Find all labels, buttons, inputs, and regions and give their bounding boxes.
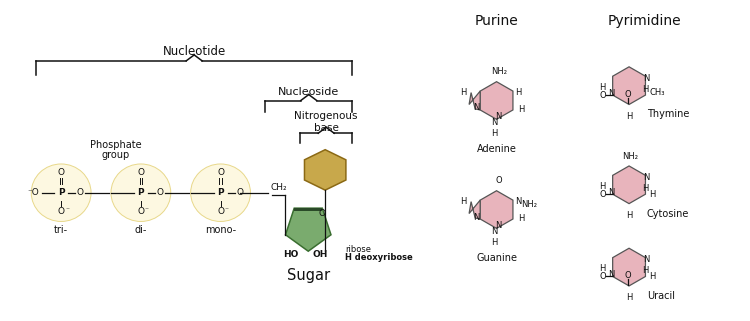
Text: NH₂: NH₂ [622, 152, 638, 160]
Text: N: N [491, 227, 498, 236]
Text: H: H [650, 272, 656, 281]
Text: H: H [460, 197, 466, 206]
Polygon shape [469, 91, 480, 110]
Polygon shape [613, 248, 646, 286]
Text: N: N [495, 112, 502, 121]
Text: N: N [644, 74, 650, 83]
Text: tri-: tri- [54, 225, 68, 235]
Polygon shape [304, 150, 346, 190]
Text: O: O [217, 207, 224, 216]
Text: NH₂: NH₂ [521, 200, 537, 209]
Text: O: O [137, 169, 144, 178]
Text: H: H [514, 88, 521, 97]
Text: Uracil: Uracil [647, 291, 675, 301]
Text: O: O [599, 272, 606, 281]
Text: H: H [650, 190, 656, 199]
Ellipse shape [111, 164, 171, 221]
Text: O: O [76, 188, 83, 197]
Text: Pyrimidine: Pyrimidine [608, 14, 681, 28]
Text: N: N [608, 270, 615, 279]
Text: O: O [599, 190, 606, 199]
Text: Purine: Purine [475, 14, 518, 28]
Text: O: O [599, 91, 606, 100]
Text: N: N [491, 118, 498, 127]
Text: NH₂: NH₂ [491, 67, 508, 76]
Text: HO: HO [283, 250, 298, 259]
Text: Guanine: Guanine [476, 253, 517, 263]
Text: ⁻: ⁻ [224, 205, 229, 214]
Text: H: H [642, 266, 649, 275]
Text: H: H [599, 182, 606, 191]
Text: Adenine: Adenine [476, 144, 517, 154]
Text: ⁻: ⁻ [65, 205, 69, 214]
Text: H: H [626, 112, 632, 121]
Text: O: O [58, 207, 64, 216]
Text: ⁻: ⁻ [145, 205, 148, 214]
Polygon shape [613, 166, 646, 204]
Text: H: H [626, 211, 632, 220]
Text: H: H [518, 214, 524, 223]
Text: O: O [217, 169, 224, 178]
Text: H: H [460, 88, 466, 97]
Text: N: N [473, 103, 479, 112]
Text: P: P [137, 188, 144, 197]
Text: Sugar: Sugar [286, 267, 330, 282]
Text: Nitrogenous: Nitrogenous [295, 111, 358, 121]
Text: O: O [236, 188, 243, 197]
Text: Phosphate: Phosphate [90, 140, 142, 150]
Text: di-: di- [135, 225, 147, 235]
Polygon shape [294, 208, 322, 211]
Polygon shape [613, 67, 646, 105]
Text: H: H [599, 82, 606, 91]
Text: P: P [217, 188, 224, 197]
Text: ⁻O: ⁻O [28, 188, 39, 197]
Text: O: O [495, 176, 502, 185]
Text: H: H [518, 105, 524, 115]
Text: O: O [58, 169, 64, 178]
Text: O: O [625, 272, 632, 281]
Text: H: H [491, 238, 498, 247]
Text: N: N [644, 173, 650, 182]
Text: Nucleotide: Nucleotide [163, 46, 226, 58]
Text: Thymine: Thymine [647, 109, 689, 119]
Text: O: O [137, 207, 144, 216]
Polygon shape [480, 82, 513, 119]
Text: O: O [319, 209, 326, 218]
Text: CH₃: CH₃ [650, 88, 665, 97]
Text: Cytosine: Cytosine [647, 209, 689, 219]
Text: O: O [156, 188, 164, 197]
Text: mono-: mono- [205, 225, 236, 235]
Text: H: H [491, 129, 498, 138]
Text: OH: OH [313, 250, 328, 259]
Text: O: O [625, 90, 632, 99]
Text: H: H [642, 184, 649, 193]
Text: N: N [608, 89, 615, 98]
Polygon shape [469, 200, 480, 219]
Text: H: H [642, 85, 649, 94]
Polygon shape [480, 191, 513, 229]
Text: H deoxyribose: H deoxyribose [345, 253, 412, 262]
Text: P: P [58, 188, 64, 197]
Text: N: N [495, 221, 502, 230]
Text: N: N [473, 213, 479, 221]
Text: ribose: ribose [345, 245, 371, 254]
Text: H: H [599, 264, 606, 273]
Text: N: N [608, 188, 615, 197]
Text: group: group [102, 150, 130, 160]
Ellipse shape [32, 164, 91, 221]
Ellipse shape [190, 164, 250, 221]
Text: base: base [314, 123, 338, 133]
Polygon shape [286, 208, 331, 251]
Text: Nucleoside: Nucleoside [278, 87, 339, 97]
Text: H: H [626, 293, 632, 302]
Text: CH₂: CH₂ [270, 183, 286, 192]
Text: N: N [514, 197, 521, 206]
Text: N: N [644, 255, 650, 264]
